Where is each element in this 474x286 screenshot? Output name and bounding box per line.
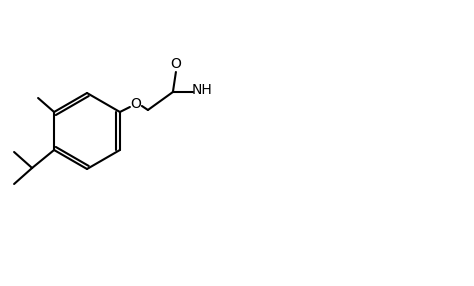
Text: NH: NH [191, 83, 212, 97]
Text: O: O [171, 57, 182, 71]
Text: O: O [130, 97, 141, 111]
